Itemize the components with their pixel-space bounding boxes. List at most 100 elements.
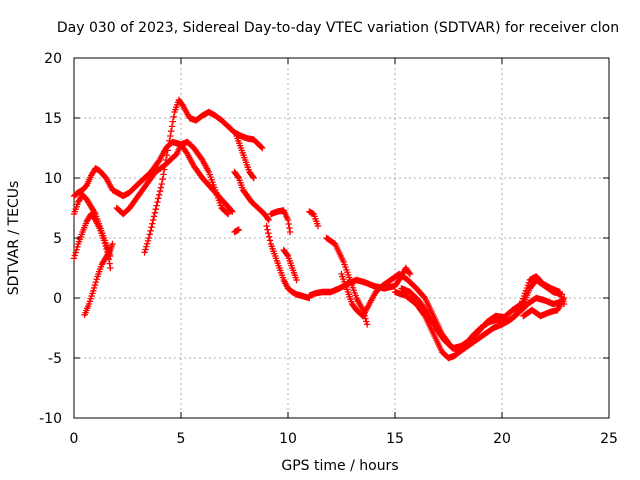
data-point <box>101 240 109 247</box>
data-point <box>146 231 153 238</box>
data-point <box>286 224 293 232</box>
data-point <box>143 240 151 247</box>
data-point <box>164 147 171 154</box>
y-tick-labels: -10 -5 0 5 10 15 20 <box>39 51 62 427</box>
data-point <box>169 118 177 125</box>
data-point <box>141 249 148 256</box>
data-point <box>144 237 152 245</box>
data-point <box>161 166 168 173</box>
chart-title: Day 030 of 2023, Sidereal Day-to-day VTE… <box>57 20 619 36</box>
data-point <box>228 207 235 214</box>
data-point <box>152 206 159 213</box>
data-point <box>264 215 272 222</box>
data-point <box>90 284 98 292</box>
x-tick-label: 5 <box>177 431 186 447</box>
series-track-s <box>520 294 568 320</box>
plot-frame <box>73 57 610 419</box>
data-point <box>162 156 170 164</box>
y-tick-label: -5 <box>48 351 62 367</box>
x-tick-label: 25 <box>600 431 618 447</box>
series-track-j <box>263 222 313 302</box>
data-point <box>161 161 169 168</box>
data-point <box>71 252 79 259</box>
data-point <box>406 270 414 278</box>
data-point <box>100 237 108 244</box>
data-point <box>106 248 113 255</box>
data-point <box>224 210 232 218</box>
data-point <box>234 173 242 180</box>
data-point <box>158 180 165 188</box>
x-tick-label: 20 <box>493 431 511 447</box>
series-track-f <box>141 96 266 256</box>
x-tick-labels: 0 5 10 15 20 25 <box>70 431 618 447</box>
data-point <box>156 188 164 195</box>
data-point <box>91 281 99 289</box>
data-point <box>145 234 153 242</box>
series-track-r <box>398 273 568 352</box>
data-point <box>517 301 524 308</box>
data-point <box>167 128 175 135</box>
series-track-l <box>280 246 300 284</box>
data-point <box>149 216 157 224</box>
x-tick-label: 15 <box>386 431 404 447</box>
series-track-i <box>231 226 242 236</box>
data-point <box>102 242 109 250</box>
data-point <box>74 243 81 251</box>
data-point <box>363 318 370 325</box>
data-point <box>250 174 257 182</box>
y-tick-label: 20 <box>44 51 62 67</box>
data-point <box>147 227 154 234</box>
data-point <box>142 246 149 253</box>
data-point <box>148 224 155 231</box>
data-point <box>263 222 270 230</box>
data-points <box>70 96 568 362</box>
data-point <box>155 191 163 198</box>
data-point <box>160 171 167 178</box>
series-track-e <box>113 138 232 218</box>
data-point <box>235 226 242 233</box>
y-tick-label: 15 <box>44 111 62 127</box>
data-point <box>73 246 80 253</box>
data-point <box>155 195 162 202</box>
data-point <box>143 243 150 250</box>
data-point <box>93 276 100 283</box>
data-point <box>109 240 116 248</box>
data-point <box>166 137 173 144</box>
series-track-a <box>70 138 236 215</box>
data-point <box>264 226 271 233</box>
data-point <box>293 276 300 284</box>
data-point <box>266 237 274 244</box>
data-point <box>153 202 160 209</box>
series-track-d <box>81 240 116 318</box>
data-point <box>90 287 97 294</box>
data-point <box>168 123 176 130</box>
series-track-k <box>267 207 294 236</box>
data-point <box>92 278 100 286</box>
data-point <box>283 251 291 258</box>
data-point <box>163 152 171 159</box>
data-point <box>170 113 177 120</box>
y-tick-label: 5 <box>53 231 62 247</box>
y-tick-label: 10 <box>44 171 62 187</box>
data-point <box>286 228 294 236</box>
data-point <box>72 249 79 256</box>
data-point <box>229 208 236 215</box>
series-track-h <box>231 168 272 224</box>
data-point <box>259 144 266 152</box>
data-point <box>314 222 322 230</box>
data-point <box>560 294 568 302</box>
y-tick-label: -10 <box>39 411 62 427</box>
data-point <box>165 142 172 149</box>
series-track-m <box>306 208 322 230</box>
data-point <box>363 321 371 328</box>
y-tick-label: 0 <box>53 291 62 307</box>
series-track-c <box>70 210 114 272</box>
data-point <box>405 269 413 276</box>
data-point <box>106 260 113 267</box>
data-point <box>107 264 114 272</box>
data-point <box>167 132 174 140</box>
data-point <box>154 198 161 206</box>
data-point <box>258 143 265 151</box>
data-point <box>70 255 78 262</box>
x-axis-title: GPS time / hours <box>281 458 398 474</box>
